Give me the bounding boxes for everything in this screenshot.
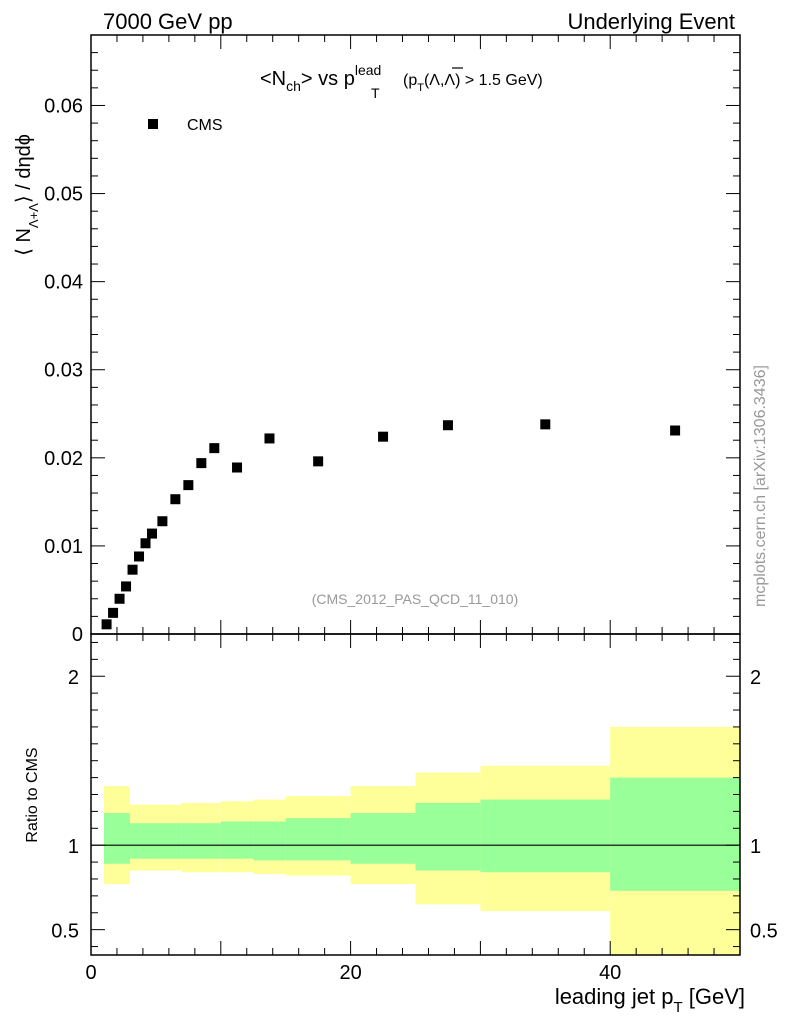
legend-marker-square	[148, 119, 158, 129]
x-axis-label: leading jet pT [GeV]	[555, 984, 745, 1016]
data-point	[121, 581, 132, 592]
data-point	[147, 528, 158, 539]
data-point	[209, 443, 220, 454]
data-point	[378, 431, 389, 442]
ratio-band-inner	[610, 777, 740, 891]
data-point	[196, 458, 207, 469]
ratio-band-inner	[103, 813, 130, 864]
main-y-axis-label: ⟨ NΛ+Λ⟩ / dηdϕ	[13, 134, 41, 256]
main-y-tick-label: 0	[72, 624, 83, 646]
xlabel-post: [GeV]	[683, 984, 745, 1009]
data-point	[134, 551, 145, 562]
ratio-y-axis-label: Ratio to CMS	[24, 747, 41, 842]
ratio-panel: 0.5 0.5 1 1 2 2 0 20 40 Ratio to CMS leading je…	[24, 633, 778, 1016]
analysis-annotation: (CMS_2012_PAS_QCD_11_010)	[312, 591, 519, 607]
data-point	[670, 425, 681, 436]
main-y-ticks	[91, 34, 740, 635]
ratio-y-tick-label-right: 2	[750, 667, 761, 689]
ratio-y-tick-label-left: 0.5	[51, 921, 79, 943]
main-y-tick-label: 0.04	[44, 272, 83, 294]
data-point	[170, 494, 181, 505]
xlabel-sub: T	[673, 999, 682, 1016]
plot-title: <Nch> vs plead	[260, 62, 381, 94]
legend: CMS	[148, 117, 223, 134]
data-point	[108, 607, 119, 618]
data-point	[157, 516, 168, 527]
x-tick-label: 20	[339, 962, 361, 984]
ratio-band-inner	[129, 823, 182, 859]
data-point	[264, 433, 275, 444]
x-tick-label: 0	[85, 962, 96, 984]
main-y-tick-label: 0.03	[44, 360, 83, 382]
ratio-band-inner	[181, 823, 221, 859]
legend-label-cms: CMS	[187, 117, 223, 134]
main-y-tick-label: 0.06	[44, 95, 83, 117]
title-sub1: ch	[286, 78, 301, 94]
header-right: Underlying Event	[567, 9, 735, 34]
main-marks	[101, 419, 681, 630]
ratio-x-ticks	[90, 634, 741, 955]
watermark: mcplots.cern.ch [arXiv:1306.3436]	[752, 365, 769, 607]
ratio-ylabel: Ratio to CMS	[24, 747, 41, 842]
data-point	[540, 419, 551, 430]
data-point	[101, 619, 112, 630]
ratio-y-ticks	[91, 641, 740, 948]
data-point	[232, 462, 243, 473]
ratio-band-inner	[253, 821, 286, 861]
data-point	[127, 564, 138, 575]
xlabel-pre: leading jet p	[555, 984, 674, 1009]
ratio-y-tick-label-left: 2	[68, 667, 79, 689]
main-y-tick-label: 0.01	[44, 536, 83, 558]
header-left: 7000 GeV pp	[103, 9, 233, 34]
data-point	[183, 480, 194, 491]
svg-text:⟨ NΛ+Λ⟩ / dηdϕ: ⟨ NΛ+Λ⟩ / dηdϕ	[13, 134, 41, 256]
ratio-bands	[103, 726, 740, 955]
title-sup: lead	[355, 62, 381, 78]
title-tail2: (Λ,Λ) > 1.5 GeV)	[424, 72, 543, 89]
main-y-tick-labels: 0 0.01 0.02 0.03 0.04 0.05 0.06	[44, 95, 83, 646]
ratio-y-tick-labels: 0.5 0.5 1 1 2 2	[51, 667, 778, 942]
data-point	[313, 456, 324, 467]
ratio-x-tick-labels: 0 20 40	[85, 962, 621, 984]
title-sub2: T	[371, 85, 380, 101]
data-point	[140, 538, 151, 549]
title-tail: (pT(Λ,Λ) > 1.5 GeV)	[403, 72, 543, 94]
ratio-band-inner	[220, 821, 254, 859]
ylabel-post: ⟩ / dηdϕ	[13, 134, 35, 203]
title-main: <N	[260, 68, 286, 90]
ratio-y-tick-label-left: 1	[68, 836, 79, 858]
ylabel-sub: Λ+Λ	[26, 203, 41, 228]
main-x-ticks	[90, 35, 741, 634]
x-tick-label: 40	[599, 962, 621, 984]
data-point	[442, 420, 453, 431]
title-tail1: (p	[403, 72, 417, 89]
data-point	[114, 593, 125, 604]
main-panel: 0 0.01 0.02 0.03 0.04 0.05 0.06 <Nch> vs plead…	[13, 34, 741, 646]
main-y-tick-label: 0.02	[44, 448, 83, 470]
watermark-text: mcplots.cern.ch [arXiv:1306.3436]	[752, 365, 769, 607]
ratio-band-inner	[415, 802, 481, 871]
ratio-y-tick-label-right: 0.5	[750, 921, 778, 943]
ratio-band-inner	[285, 818, 351, 861]
title-sub3: T	[417, 82, 424, 94]
main-y-tick-label: 0.05	[44, 184, 83, 206]
ratio-band-inner	[350, 813, 416, 864]
ylabel-pre: ⟨ N	[13, 228, 35, 256]
title-mid: > vs p	[301, 68, 355, 90]
ratio-band-inner	[480, 799, 611, 873]
ratio-y-tick-label-right: 1	[750, 836, 761, 858]
